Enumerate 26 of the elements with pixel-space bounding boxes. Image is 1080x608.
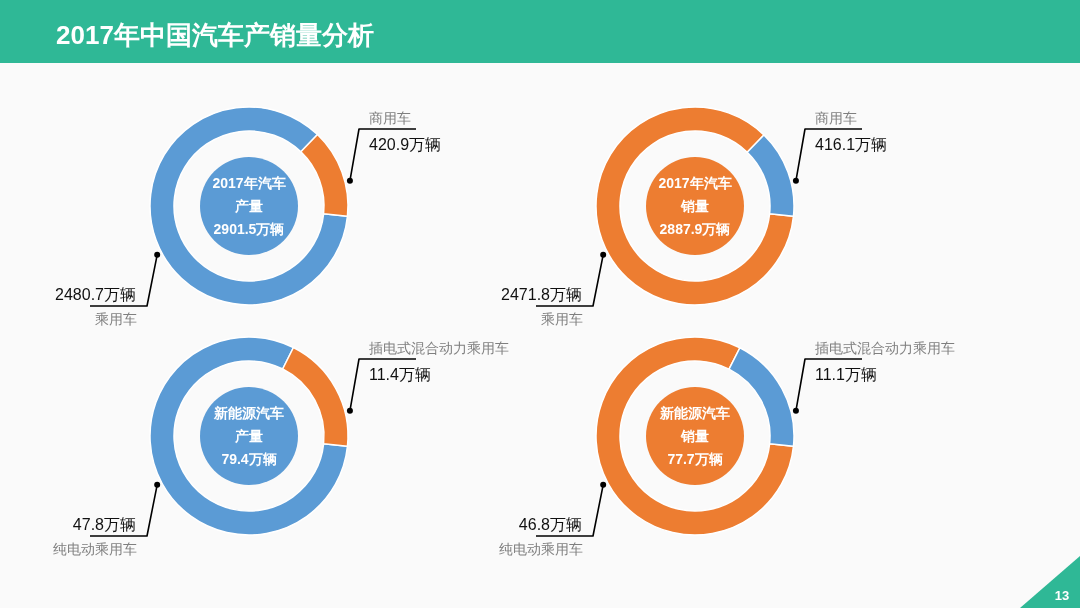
text: 新能源汽车产量	[213, 405, 284, 444]
slice-label: 乘用车	[541, 311, 583, 327]
data-label: 2480.7万辆	[55, 286, 136, 303]
data-label: 46.8万辆	[518, 516, 582, 533]
text: 2017年汽车销量	[658, 175, 732, 214]
text: 2901.5万辆	[213, 221, 285, 237]
slice-label: 插电式混合动力乘用车	[815, 340, 955, 356]
text: 79.4万辆	[221, 451, 277, 467]
text: 2017年汽车产量	[212, 175, 286, 214]
data-label: 420.9万辆	[369, 136, 442, 153]
slice-label: 纯电动乘用车	[499, 541, 583, 557]
text: 2017年中国汽车产销量分析	[56, 20, 374, 50]
text: 13	[1054, 588, 1070, 603]
slice-label: 插电式混合动力乘用车	[369, 340, 509, 356]
text: 77.7万辆	[667, 451, 723, 467]
data-label: 2471.8万辆	[501, 286, 582, 303]
text: 2887.9万辆	[659, 221, 731, 237]
data-label: 11.1万辆	[815, 366, 877, 383]
slice-label: 商用车	[369, 110, 411, 126]
slice-label: 纯电动乘用车	[53, 541, 137, 557]
data-label: 11.4万辆	[369, 366, 431, 383]
text: 新能源汽车销量	[659, 405, 730, 444]
slice-label: 乘用车	[95, 311, 137, 327]
data-label: 416.1万辆	[815, 136, 888, 153]
slice-label: 商用车	[815, 110, 857, 126]
data-label: 47.8万辆	[72, 516, 136, 533]
